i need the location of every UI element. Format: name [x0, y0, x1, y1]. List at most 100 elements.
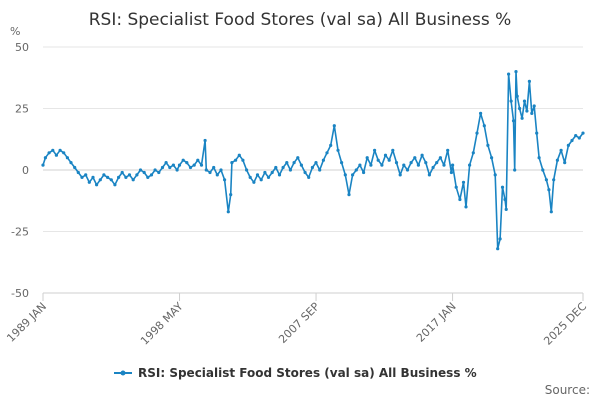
data-point[interactable] [347, 193, 351, 197]
data-point[interactable] [219, 168, 223, 172]
data-point[interactable] [490, 156, 494, 160]
data-point[interactable] [413, 156, 417, 160]
data-point[interactable] [525, 109, 529, 113]
data-point[interactable] [458, 197, 462, 202]
source-credit[interactable]: Source: [545, 383, 590, 397]
data-point[interactable] [226, 210, 230, 214]
data-point[interactable] [124, 175, 128, 179]
data-point[interactable] [192, 163, 196, 167]
data-point[interactable] [237, 153, 241, 157]
data-point[interactable] [95, 183, 99, 187]
data-point[interactable] [149, 173, 154, 177]
data-point[interactable] [212, 165, 216, 170]
data-point[interactable] [537, 156, 541, 160]
data-point[interactable] [146, 175, 150, 179]
data-point[interactable] [138, 168, 143, 172]
data-point[interactable] [117, 175, 121, 179]
data-point[interactable] [285, 161, 289, 165]
data-point[interactable] [566, 143, 571, 147]
data-point[interactable] [398, 173, 402, 177]
data-point[interactable] [520, 116, 524, 120]
data-point[interactable] [329, 143, 333, 147]
data-point[interactable] [468, 163, 472, 167]
data-point[interactable] [76, 170, 80, 175]
data-point[interactable] [127, 173, 132, 177]
data-point[interactable] [177, 163, 182, 167]
data-point[interactable] [451, 163, 455, 167]
data-point[interactable] [482, 124, 486, 128]
data-point[interactable] [365, 156, 369, 160]
data-point[interactable] [563, 161, 567, 165]
data-point[interactable] [160, 165, 165, 170]
data-point[interactable] [196, 158, 200, 162]
data-point[interactable] [58, 148, 62, 152]
data-point[interactable] [142, 170, 146, 175]
data-point[interactable] [113, 183, 117, 187]
data-point[interactable] [518, 106, 522, 111]
data-point[interactable] [435, 161, 439, 165]
data-point[interactable] [504, 207, 508, 211]
data-point[interactable] [259, 178, 263, 182]
data-point[interactable] [376, 158, 380, 162]
data-point[interactable] [541, 168, 545, 172]
data-point[interactable] [514, 70, 518, 74]
data-point[interactable] [530, 111, 534, 115]
data-point[interactable] [204, 168, 208, 172]
data-point[interactable] [336, 148, 340, 152]
data-point[interactable] [325, 151, 329, 155]
data-point[interactable] [153, 168, 157, 172]
data-point[interactable] [106, 175, 110, 179]
data-point[interactable] [581, 131, 585, 135]
data-point[interactable] [188, 165, 193, 170]
data-point[interactable] [552, 178, 556, 182]
data-point[interactable] [527, 79, 532, 83]
data-point[interactable] [515, 94, 519, 98]
data-point[interactable] [362, 170, 366, 175]
data-point[interactable] [547, 188, 551, 192]
data-point[interactable] [299, 163, 303, 167]
data-point[interactable] [175, 168, 179, 172]
data-point[interactable] [215, 173, 219, 177]
data-point[interactable] [41, 163, 45, 167]
data-point[interactable] [164, 161, 168, 165]
data-point[interactable] [229, 193, 233, 197]
data-point[interactable] [354, 168, 358, 172]
data-point[interactable] [199, 163, 204, 167]
data-point[interactable] [535, 131, 539, 135]
data-point[interactable] [577, 136, 581, 140]
data-point[interactable] [266, 175, 271, 179]
data-point[interactable] [358, 163, 362, 167]
data-point[interactable] [522, 99, 527, 103]
data-point[interactable] [544, 178, 549, 182]
data-point[interactable] [120, 170, 124, 175]
series-line[interactable] [42, 70, 584, 250]
data-point[interactable] [431, 165, 435, 170]
data-point[interactable] [479, 111, 483, 115]
data-point[interactable] [314, 161, 318, 165]
data-point[interactable] [496, 247, 500, 251]
data-point[interactable] [507, 72, 511, 76]
data-point[interactable] [373, 148, 377, 152]
data-point[interactable] [383, 153, 388, 157]
data-point[interactable] [43, 156, 48, 160]
data-point[interactable] [394, 161, 399, 165]
data-point[interactable] [245, 168, 249, 172]
data-point[interactable] [73, 165, 77, 170]
data-point[interactable] [555, 158, 560, 162]
data-point[interactable] [288, 168, 292, 172]
data-point[interactable] [574, 134, 578, 138]
data-point[interactable] [380, 163, 384, 167]
data-point[interactable] [109, 178, 113, 182]
data-point[interactable] [559, 148, 563, 152]
data-point[interactable] [369, 163, 373, 167]
data-point[interactable] [248, 175, 252, 179]
data-point[interactable] [332, 124, 336, 128]
data-point[interactable] [252, 180, 256, 184]
data-point[interactable] [549, 210, 553, 214]
data-point[interactable] [416, 163, 420, 167]
data-point[interactable] [171, 163, 175, 167]
data-point[interactable] [65, 156, 69, 160]
data-point[interactable] [84, 173, 88, 177]
data-point[interactable] [442, 163, 446, 167]
data-point[interactable] [87, 180, 91, 184]
